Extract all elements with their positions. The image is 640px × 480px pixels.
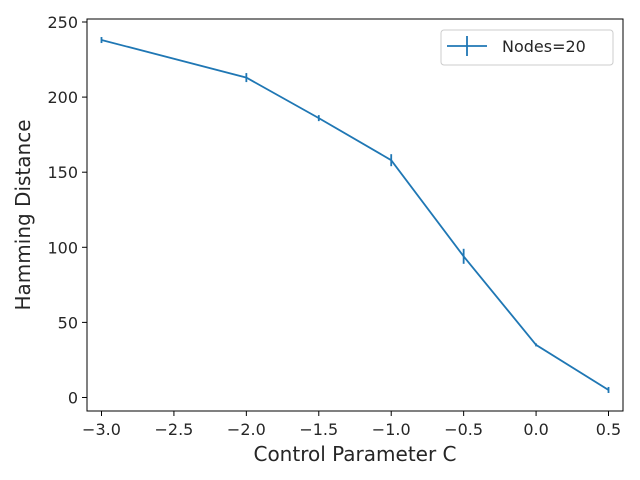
- data-point: [463, 255, 465, 257]
- x-tick-label: −1.5: [299, 420, 338, 439]
- x-tick-label: 0.0: [523, 420, 548, 439]
- y-tick-label: 100: [47, 238, 78, 257]
- legend-label: Nodes=20: [502, 37, 586, 56]
- x-tick-label: −2.0: [227, 420, 266, 439]
- data-point: [390, 159, 392, 161]
- data-point: [607, 389, 610, 391]
- data-point: [535, 344, 537, 346]
- y-tick-label: 200: [47, 88, 78, 107]
- y-axis-label: Hamming Distance: [11, 120, 35, 311]
- x-tick-label: −1.0: [372, 420, 411, 439]
- y-tick-label: 50: [58, 313, 78, 332]
- data-point: [245, 76, 247, 79]
- y-tick-label: 250: [47, 13, 78, 32]
- plot-frame: [86, 18, 624, 412]
- x-tick-label: −2.5: [154, 420, 193, 439]
- x-tick-label: −0.5: [444, 420, 483, 439]
- x-tick-label: −3.0: [82, 420, 121, 439]
- legend-box: [440, 29, 614, 66]
- y-axis: 0 50 100 150 200 250: [47, 13, 87, 407]
- series-line: [101, 39, 609, 391]
- legend: Nodes=20: [440, 29, 614, 66]
- data-point: [318, 117, 320, 119]
- y-tick-label: 150: [47, 163, 78, 182]
- x-axis-label: Control Parameter C: [253, 442, 456, 466]
- y-tick-label: 0: [68, 388, 78, 407]
- x-axis: −3.0 −2.5 −2.0 −1.5 −1.0 −0.5 0.0 0.5: [82, 411, 621, 439]
- data-point: [100, 39, 103, 41]
- plot-area: [100, 37, 610, 393]
- x-tick-label: 0.5: [596, 420, 621, 439]
